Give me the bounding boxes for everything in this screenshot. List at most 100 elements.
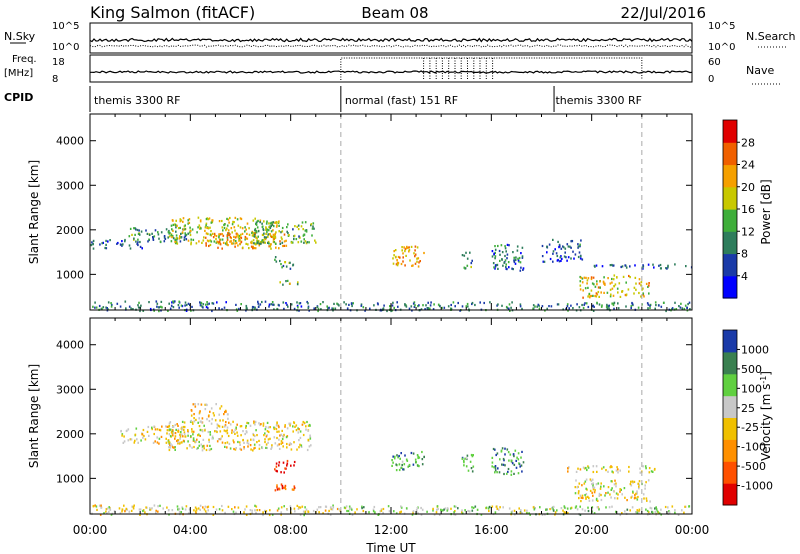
power-colorbar-label-1: 8 bbox=[741, 248, 748, 261]
velocity-colorbar-frame bbox=[722, 329, 738, 506]
velocity-colorbar-label-6: 500 bbox=[741, 363, 762, 376]
power-colorbar-label: Power [dB] bbox=[759, 179, 773, 244]
velocity-colorbar-label-5: 100 bbox=[741, 382, 762, 395]
noise-right-label: N.Search bbox=[746, 30, 796, 43]
power-colorbar-swatch-1 bbox=[723, 253, 737, 277]
velocity-colorbar-label-4: 25 bbox=[741, 402, 755, 415]
noise-right-tick-top: 10^5 bbox=[708, 21, 735, 32]
cpid-panel: CPID themis 3300 RF normal (fast) 151 RF t… bbox=[4, 86, 642, 112]
power-panel: 1000 2000 3000 4000 Slant Range [km] 4 8 12 16… bbox=[27, 113, 773, 313]
cpid-label: CPID bbox=[4, 91, 33, 104]
velocity-region-3 bbox=[190, 403, 229, 423]
power-region-7 bbox=[279, 279, 299, 286]
velocity-region-4 bbox=[274, 459, 296, 474]
velocity-colorbar-label: Velocity [m s-1] bbox=[759, 371, 774, 461]
velocity-colorbar-label-2: -100 bbox=[741, 441, 766, 454]
time-tick-label-3: 12:00 bbox=[374, 523, 409, 537]
freq-tick-bottom: 8 bbox=[52, 74, 58, 85]
freq-label-line2: [MHz] bbox=[4, 68, 33, 79]
power-colorbar-swatch-5 bbox=[723, 164, 737, 188]
velocity-colorbar-swatch-3 bbox=[723, 417, 737, 440]
cpid-segment-label-2: themis 3300 RF bbox=[555, 94, 642, 107]
time-tick-label-1: 04:00 bbox=[173, 523, 208, 537]
power-region-9 bbox=[461, 251, 473, 270]
cpid-segment-label-0: themis 3300 RF bbox=[94, 94, 181, 107]
velocity-colorbar: -1000 -500 -100 -25 25 100 500 1000 bbox=[722, 329, 773, 506]
power-region-6 bbox=[274, 256, 295, 270]
velocity-colorbar-swatch-5 bbox=[723, 373, 737, 397]
power-ytick-label-3: 4000 bbox=[56, 135, 84, 148]
velocity-colorbar-label-3: -25 bbox=[741, 421, 759, 434]
velocity-colorbar-swatch-6 bbox=[723, 351, 737, 375]
time-tick-label-5: 20:00 bbox=[574, 523, 609, 537]
noise-left-label: N.Sky bbox=[4, 30, 36, 43]
power-colorbar-swatch-2 bbox=[723, 231, 737, 255]
velocity-colorbar-swatch-0 bbox=[723, 483, 737, 506]
time-tick-label-4: 16:00 bbox=[474, 523, 509, 537]
power-region-11 bbox=[541, 238, 584, 263]
velocity-colorbar-label-0: -1000 bbox=[741, 480, 773, 493]
time-tick-label-6: 00:00 bbox=[675, 523, 710, 537]
velocity-ylabel: Slant Range [km] bbox=[27, 364, 41, 468]
site-title: King Salmon (fitACF) bbox=[90, 3, 255, 22]
power-region-13 bbox=[579, 274, 650, 299]
velocity-colorbar-swatch-4 bbox=[723, 395, 737, 418]
power-colorbar-label-0: 4 bbox=[741, 270, 748, 283]
velocity-dashed-lines bbox=[340, 318, 643, 514]
power-y-ticks: 1000 2000 3000 4000 bbox=[56, 135, 692, 281]
power-colorbar-label-6: 28 bbox=[741, 136, 755, 149]
power-ylabel: Slant Range [km] bbox=[27, 160, 41, 264]
noise-sky-trace bbox=[89, 37, 693, 43]
noise-right-tick-bottom: 10^0 bbox=[708, 42, 735, 53]
power-region-4 bbox=[203, 232, 288, 250]
power-x-ticks bbox=[89, 114, 693, 310]
velocity-ytick-label-1: 2000 bbox=[56, 428, 84, 441]
power-colorbar-label-3: 16 bbox=[741, 203, 755, 216]
freq-tick-top: 18 bbox=[52, 57, 65, 68]
velocity-colorbar-swatch-2 bbox=[723, 439, 737, 462]
power-colorbar: 4 8 12 16 20 24 28 bbox=[722, 119, 755, 299]
power-ytick-label-2: 3000 bbox=[56, 179, 84, 192]
freq-panel: Freq. [MHz] 18 8 60 0 Nave bbox=[4, 54, 782, 85]
velocity-colorbar-swatch-7 bbox=[723, 330, 737, 353]
velocity-x-ticks bbox=[89, 318, 693, 514]
power-colorbar-swatch-6 bbox=[723, 142, 737, 166]
velocity-y-ticks: 1000 2000 3000 4000 bbox=[56, 339, 692, 485]
power-region-2 bbox=[128, 226, 192, 244]
noise-panel: N.Sky 10^5 10^0 10^5 10^0 N.Search bbox=[4, 21, 796, 54]
power-ytick-label-1: 2000 bbox=[56, 224, 84, 237]
velocity-region-2 bbox=[165, 420, 312, 452]
velocity-cells bbox=[91, 403, 691, 517]
velocity-colorbar-label-7: 1000 bbox=[741, 343, 769, 356]
noise-left-tick-bottom: 10^0 bbox=[52, 42, 79, 53]
velocity-region-6 bbox=[391, 450, 425, 472]
noise-search-trace bbox=[89, 44, 693, 48]
freq-label-line1: Freq. bbox=[12, 54, 37, 65]
power-dashed-lines bbox=[340, 114, 643, 310]
power-colorbar-swatch-3 bbox=[723, 209, 737, 232]
velocity-ytick-label-2: 3000 bbox=[56, 383, 84, 396]
power-colorbar-swatch-7 bbox=[723, 120, 737, 143]
time-tick-label-0: 00:00 bbox=[73, 523, 108, 537]
power-region-1 bbox=[90, 238, 143, 250]
power-region-8 bbox=[392, 245, 425, 268]
power-ytick-label-0: 1000 bbox=[56, 268, 84, 281]
time-axis-title: Time UT bbox=[365, 541, 416, 554]
power-colorbar-label-4: 20 bbox=[741, 181, 755, 194]
date-title: 22/Jul/2016 bbox=[621, 4, 706, 22]
freq-trace bbox=[90, 70, 693, 74]
cpid-segment-label-1: normal (fast) 151 RF bbox=[345, 94, 458, 107]
velocity-region-5 bbox=[274, 483, 296, 492]
nave-label: Nave bbox=[746, 64, 774, 77]
velocity-ytick-label-3: 4000 bbox=[56, 339, 84, 352]
velocity-colorbar-swatch-1 bbox=[723, 461, 737, 484]
time-tick-label-2: 08:00 bbox=[273, 523, 308, 537]
velocity-region-8 bbox=[491, 447, 525, 476]
velocity-ytick-label-0: 1000 bbox=[56, 472, 84, 485]
power-colorbar-swatch-4 bbox=[723, 186, 737, 210]
velocity-region-7 bbox=[461, 453, 475, 473]
nave-tick-top: 60 bbox=[708, 57, 721, 68]
power-colorbar-label-5: 24 bbox=[741, 159, 755, 172]
nave-trace bbox=[340, 57, 643, 80]
